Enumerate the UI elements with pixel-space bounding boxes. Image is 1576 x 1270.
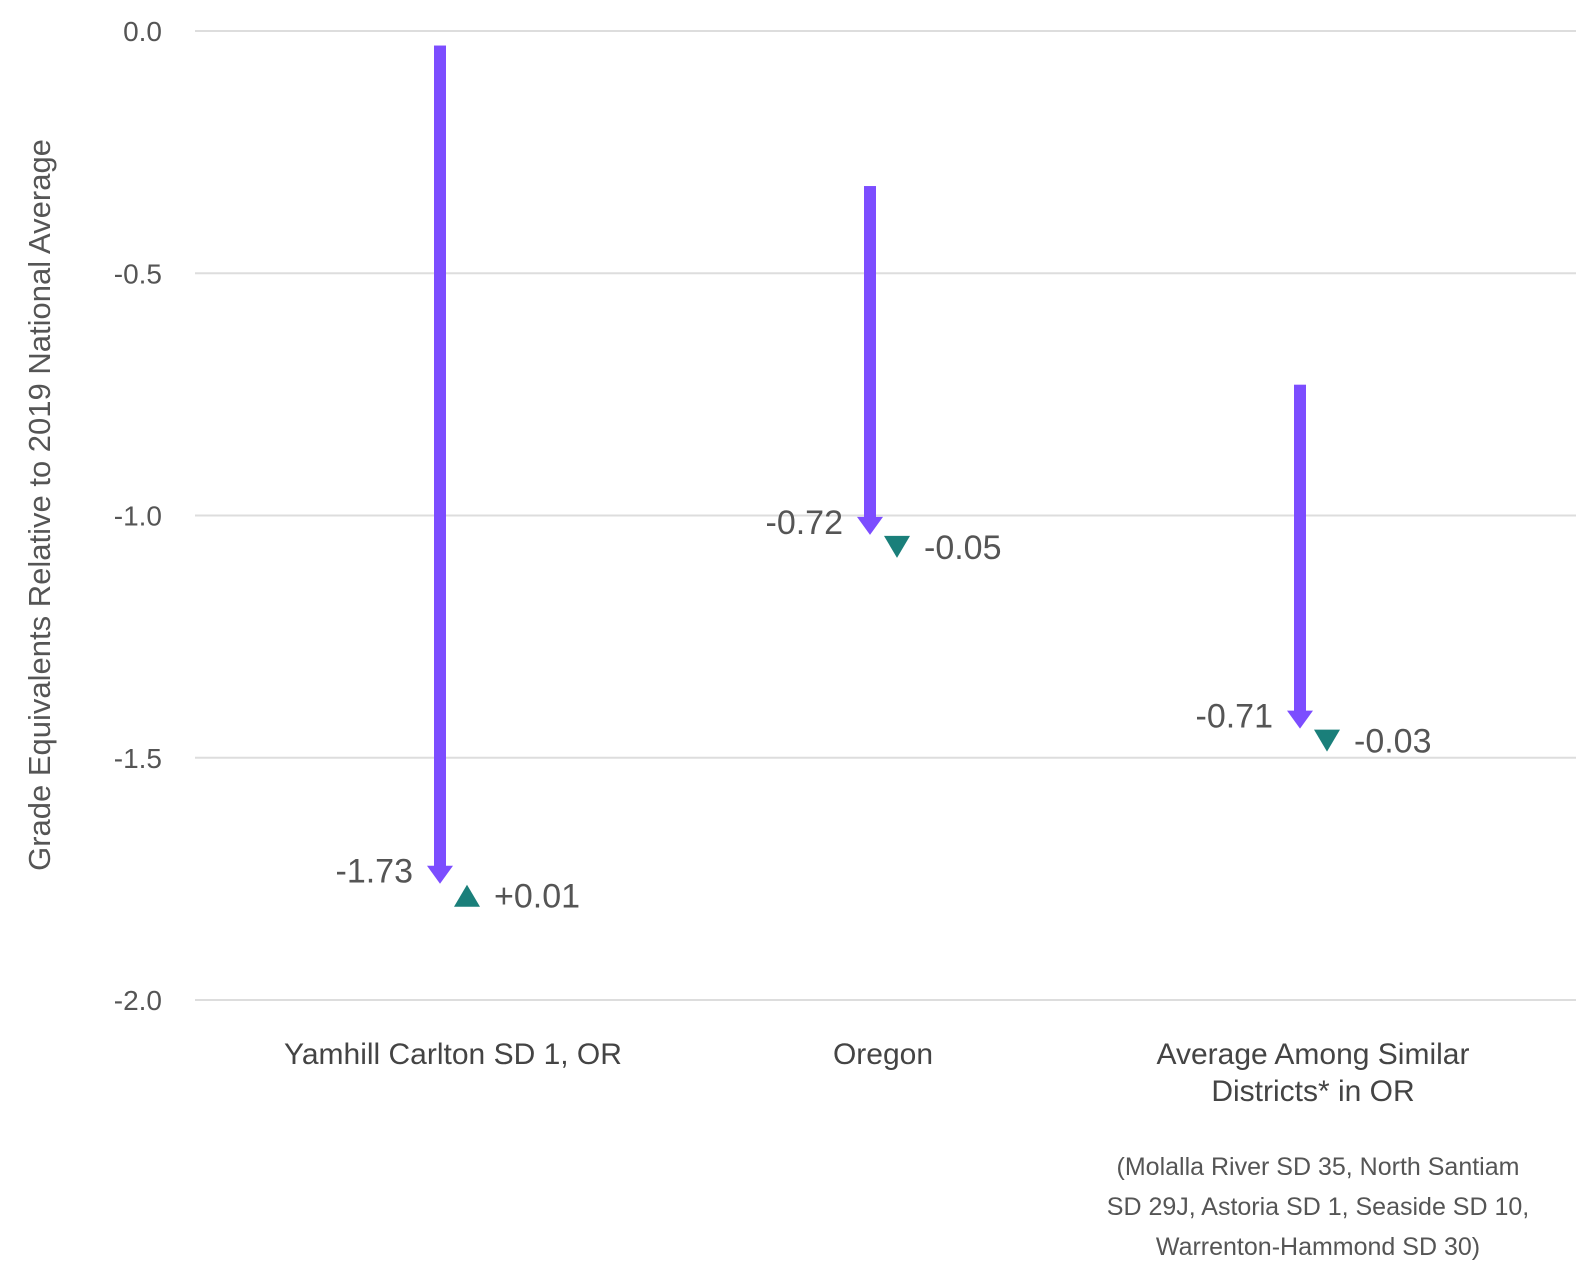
category-label: Oregon — [833, 1038, 933, 1071]
category-labels: Yamhill Carlton SD 1, OR Oregon Average Am… — [284, 1038, 1469, 1108]
recent-change-label: +0.01 — [494, 878, 580, 916]
y-axis-ticks: 0.0 -0.5 -1.0 -1.5 -2.0 — [114, 16, 162, 1016]
change-arrow-head — [427, 865, 453, 884]
change-value-label: -0.71 — [1196, 698, 1274, 736]
gridlines — [195, 30, 1576, 1001]
footnote-line: Warrenton-Hammond SD 30) — [1156, 1233, 1480, 1261]
category-label: Districts* in OR — [1211, 1075, 1414, 1108]
change-arrow-head — [857, 516, 883, 535]
y-tick-label: -1.5 — [114, 743, 162, 774]
recent-change-marker — [884, 535, 910, 558]
change-arrow-shaft — [1294, 384, 1306, 712]
category-label: Average Among Similar — [1157, 1038, 1470, 1071]
footnote: (Molalla River SD 35, North Santiam SD 29… — [1107, 1153, 1529, 1261]
category-label: Yamhill Carlton SD 1, OR — [284, 1038, 622, 1071]
y-tick-label: -2.0 — [114, 985, 162, 1016]
y-tick-label: -0.5 — [114, 258, 162, 289]
change-arrow-head — [1287, 710, 1313, 729]
series: -1.73 +0.01 -0.72 -0.05 -0.71 -0.03 — [336, 45, 1432, 916]
change-value-label: -0.72 — [766, 504, 844, 542]
y-tick-label: -1.0 — [114, 501, 162, 532]
recent-change-marker — [454, 884, 480, 907]
change-arrow-shaft — [864, 186, 876, 518]
recent-change-marker — [1314, 729, 1340, 752]
recent-change-label: -0.03 — [1354, 723, 1432, 761]
change-value-label: -1.73 — [336, 853, 414, 891]
recent-change-label: -0.05 — [924, 529, 1002, 567]
footnote-line: (Molalla River SD 35, North Santiam — [1117, 1153, 1520, 1181]
y-tick-label: 0.0 — [123, 16, 162, 47]
footnote-line: SD 29J, Astoria SD 1, Seaside SD 10, — [1107, 1193, 1529, 1221]
change-arrow-shaft — [434, 45, 446, 867]
y-axis-label: Grade Equivalents Relative to 2019 Natio… — [22, 139, 57, 871]
